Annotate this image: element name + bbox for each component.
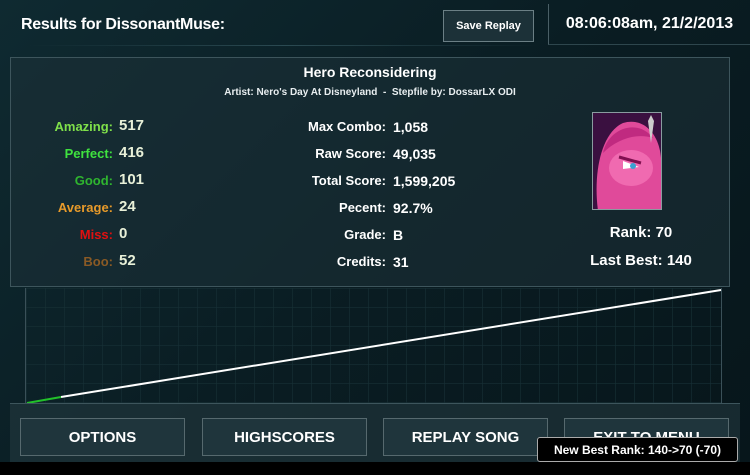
judgement-label: Boo: bbox=[83, 254, 113, 269]
stat-label: Total Score: bbox=[311, 173, 386, 188]
judgement-value: 101 bbox=[119, 171, 145, 188]
judgement-row: Good: bbox=[11, 171, 113, 191]
stat-value: 31 bbox=[393, 254, 409, 270]
judgement-value: 416 bbox=[119, 144, 145, 161]
graph-line-start bbox=[26, 396, 62, 404]
results-title: Results for DissonantMuse: bbox=[21, 16, 225, 33]
stat-row: Credits: bbox=[211, 252, 386, 272]
results-panel: Hero Reconsidering Artist: Nero's Day At… bbox=[10, 57, 730, 287]
stat-label: Grade: bbox=[344, 227, 386, 242]
highscores-button[interactable]: HIGHSCORES bbox=[202, 418, 367, 456]
stat-value: 1,058 bbox=[393, 119, 429, 135]
stat-label: Credits: bbox=[336, 254, 386, 269]
judgement-label: Miss: bbox=[79, 227, 113, 242]
stat-row: Pecent: bbox=[211, 198, 386, 218]
graph-line-progress bbox=[60, 289, 722, 398]
song-title: Hero Reconsidering bbox=[303, 64, 437, 80]
stat-label: Raw Score: bbox=[315, 146, 386, 161]
judgement-value: 0 bbox=[119, 225, 128, 242]
stat-value: 49,035 bbox=[393, 146, 436, 162]
stat-row: Total Score: bbox=[211, 171, 386, 191]
stat-label: Pecent: bbox=[339, 200, 386, 215]
last-best: Last Best: 140 bbox=[590, 252, 692, 269]
judgement-value: 24 bbox=[119, 198, 136, 215]
options-button[interactable]: OPTIONS bbox=[20, 418, 185, 456]
replay-song-button[interactable]: REPLAY SONG bbox=[383, 418, 548, 456]
stat-row: Max Combo: bbox=[211, 117, 386, 137]
judgement-label: Perfect: bbox=[64, 146, 113, 161]
stat-value: 92.7% bbox=[393, 200, 433, 216]
datetime: 08:06:08am, 21/2/2013 bbox=[548, 4, 750, 45]
judgement-row: Boo: bbox=[11, 252, 113, 272]
judgement-row: Perfect: bbox=[11, 144, 113, 164]
rank: Rank: 70 bbox=[609, 224, 673, 241]
stat-value: B bbox=[393, 227, 404, 243]
judgement-row: Amazing: bbox=[11, 117, 114, 137]
judgement-row: Miss: bbox=[11, 225, 113, 245]
judgement-label: Good: bbox=[74, 173, 113, 188]
judgement-value: 52 bbox=[119, 252, 136, 269]
save-replay-button[interactable]: Save Replay bbox=[443, 10, 534, 42]
avatar bbox=[592, 112, 662, 210]
stat-row: Grade: bbox=[211, 225, 386, 245]
stat-row: Raw Score: bbox=[211, 144, 386, 164]
stat-label: Max Combo: bbox=[308, 119, 386, 134]
song-subtitle: Artist: Nero's Day At Disneyland - Stepf… bbox=[224, 87, 516, 98]
judgement-value: 517 bbox=[119, 117, 145, 134]
divider bbox=[30, 45, 540, 46]
stat-value: 1,599,205 bbox=[393, 173, 456, 189]
judgement-label: Amazing: bbox=[54, 119, 114, 134]
judgement-row: Average: bbox=[11, 198, 113, 218]
score-graph bbox=[25, 288, 722, 404]
judgement-label: Average: bbox=[57, 200, 113, 215]
new-best-rank-tooltip: New Best Rank: 140->70 (-70) bbox=[537, 437, 738, 462]
